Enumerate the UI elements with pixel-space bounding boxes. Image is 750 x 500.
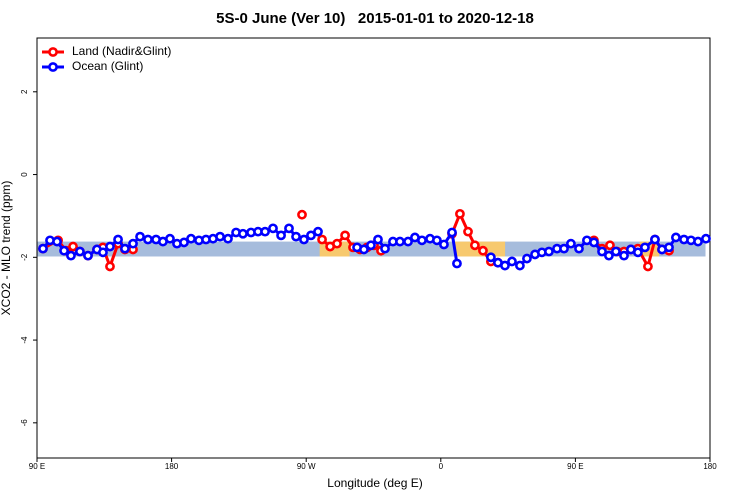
y-tick-label: -2 [20, 253, 29, 261]
data-point [633, 247, 643, 258]
data-point [693, 236, 703, 247]
data-point [276, 230, 286, 241]
data-point [522, 253, 532, 264]
data-point [260, 226, 270, 237]
data-point [340, 230, 350, 241]
data-point [671, 232, 681, 243]
data-point [664, 242, 674, 253]
x-tick-label: 90 E [29, 462, 45, 471]
data-point [544, 246, 554, 257]
x-tick-label: 180 [703, 462, 717, 471]
data-point [105, 241, 115, 252]
y-tick-label: -6 [20, 419, 29, 427]
data-point [135, 231, 145, 242]
data-point [597, 246, 607, 257]
data-point [515, 260, 525, 271]
data-point [373, 234, 383, 245]
data-point [291, 231, 301, 242]
legend-label: Land (Nadir&Glint) [72, 44, 171, 58]
plot-frame [36, 37, 711, 459]
data-point [574, 243, 584, 254]
data-point [113, 234, 123, 245]
data-point [640, 242, 650, 253]
data-point [366, 240, 376, 251]
data-point [83, 250, 93, 261]
data-point [105, 261, 115, 272]
data-point [128, 238, 138, 249]
data-point [75, 246, 85, 257]
data-point [306, 230, 316, 241]
data-point [68, 241, 78, 252]
data-point [179, 237, 189, 248]
x-axis-label: Longitude (deg E) [327, 476, 422, 490]
data-point [439, 239, 449, 250]
data-point [452, 258, 462, 269]
data-point [223, 233, 233, 244]
data-point [359, 244, 369, 255]
data-point [317, 234, 327, 245]
data-point [417, 235, 427, 246]
data-point [268, 223, 278, 234]
data-point [120, 243, 130, 254]
data-point [380, 243, 390, 254]
data-point [59, 245, 69, 256]
data-point [507, 256, 517, 267]
data-point [395, 236, 405, 247]
data-point [566, 238, 576, 249]
data-point [500, 260, 510, 271]
data-point [299, 234, 309, 245]
data-point [559, 243, 569, 254]
data-point [604, 250, 614, 261]
x-tick-label: 180 [165, 462, 179, 471]
data-point [332, 238, 342, 249]
data-point [238, 228, 248, 239]
data-point [215, 231, 225, 242]
x-tick-label: 90 W [297, 462, 316, 471]
data-point [611, 246, 621, 257]
data-point [455, 208, 465, 219]
legend-marker [48, 47, 58, 57]
legend-label: Ocean (Glint) [72, 59, 143, 73]
y-tick-label: 2 [20, 89, 29, 94]
data-point [486, 252, 496, 263]
data-point [38, 243, 48, 254]
data-point [605, 240, 615, 251]
data-point [643, 261, 653, 272]
data-point [619, 250, 629, 261]
data-point [98, 247, 108, 258]
data-point [463, 226, 473, 237]
data-point [650, 234, 660, 245]
x-tick-label: 90 E [567, 462, 583, 471]
data-point [589, 237, 599, 248]
x-tick-label: 0 [439, 462, 444, 471]
y-tick-label: 0 [20, 172, 29, 177]
data-point [52, 236, 62, 247]
data-point [403, 236, 413, 247]
chart-title: 5S-0 June (Ver 10) 2015-01-01 to 2020-12… [216, 10, 534, 27]
data-point [447, 227, 457, 238]
legend-marker [48, 62, 58, 72]
data-point [701, 233, 711, 244]
y-tick-label: -4 [20, 336, 29, 344]
data-point [165, 233, 175, 244]
data-point [478, 245, 488, 256]
data-point [313, 226, 323, 237]
data-point [143, 234, 153, 245]
y-axis-label: XCO2 - MLO trend (ppm) [0, 181, 13, 316]
data-point [186, 233, 196, 244]
data-point [432, 235, 442, 246]
data-point [469, 240, 480, 251]
data-point [66, 250, 76, 261]
data-point [297, 209, 307, 220]
data-point [284, 223, 294, 234]
